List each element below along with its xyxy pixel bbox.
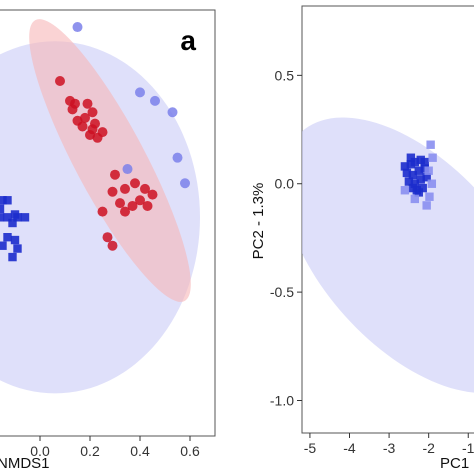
confidence-ellipse	[29, 19, 191, 302]
data-point-circle	[120, 206, 130, 217]
x-tick-label: -5	[304, 440, 317, 456]
data-point-square	[410, 157, 420, 167]
data-point-circle	[135, 87, 145, 98]
panel-b-y-axis-label: PC2 - 1.3%	[250, 183, 267, 260]
data-point-square	[3, 196, 12, 205]
data-point-square	[428, 153, 437, 162]
x-tick-label: -2	[422, 440, 435, 456]
data-point-circle	[180, 178, 190, 189]
data-point-circle	[115, 198, 125, 209]
panel-a-points	[0, 22, 190, 262]
panel-b-y-ticks: 0.5 0.0 -0.5 -1.0	[270, 67, 302, 408]
panel-a-nmds: 0.20.00.20.40.6 a NMDS1	[0, 9, 216, 472]
data-point-square	[8, 252, 17, 262]
data-point-square	[422, 173, 431, 182]
data-point-square	[426, 140, 435, 149]
panel-b-x-ticks: -5 -4 -3 -2 -1	[304, 433, 474, 456]
data-point-circle	[122, 164, 133, 175]
panel-b-points	[400, 140, 437, 210]
data-point-circle	[67, 104, 78, 115]
x-tick-label: 0.2	[80, 443, 100, 459]
data-point-square	[13, 213, 22, 222]
data-point-square	[422, 201, 431, 210]
y-tick-label: 0.0	[275, 176, 295, 192]
data-point-square	[400, 162, 410, 171]
data-point-square	[402, 168, 412, 178]
data-point-circle	[82, 98, 93, 109]
data-point-square	[0, 213, 5, 222]
data-point-square	[410, 194, 420, 204]
data-point-square	[416, 175, 425, 184]
data-point-circle	[167, 107, 178, 118]
data-point-square	[418, 183, 427, 193]
x-tick-label: 0.6	[180, 443, 200, 459]
data-point-square	[427, 179, 437, 188]
confidence-ellipse	[302, 117, 474, 394]
data-point-circle	[92, 132, 103, 143]
data-point-circle	[142, 200, 153, 211]
x-tick-label: -3	[383, 440, 396, 456]
data-point-circle	[150, 95, 160, 106]
data-point-circle	[97, 206, 108, 217]
x-tick-label: 0.4	[130, 443, 150, 459]
x-tick-label: -1	[462, 440, 474, 456]
data-point-square	[410, 179, 420, 188]
x-tick-label: -4	[343, 440, 356, 456]
data-point-square	[3, 233, 12, 242]
data-point-circle	[55, 76, 65, 86]
data-point-square	[406, 153, 416, 162]
confidence-ellipse	[0, 41, 200, 394]
data-point-circle	[107, 186, 118, 197]
data-point-square	[424, 166, 433, 175]
data-point-circle	[147, 189, 158, 200]
data-point-square	[414, 166, 423, 175]
data-point-circle	[130, 178, 140, 189]
data-point-square	[0, 241, 7, 250]
y-tick-label: 0.5	[275, 67, 295, 83]
data-point-circle	[107, 240, 118, 251]
y-tick-label: -0.5	[270, 284, 294, 300]
data-point-circle	[102, 232, 113, 243]
data-point-square	[13, 244, 22, 253]
data-point-circle	[85, 129, 95, 140]
data-point-square	[404, 177, 414, 186]
data-point-square	[408, 170, 418, 180]
data-point-circle	[127, 200, 138, 211]
panel-b-pca: -5 -4 -3 -2 -1 0.5 0.0 -0.5 -1.0 PC1 PC2 - 1.3%	[250, 5, 474, 472]
x-tick-label: 0.0	[30, 443, 50, 459]
data-point-square	[3, 213, 12, 222]
data-point-square	[20, 213, 30, 222]
data-point-circle	[120, 183, 130, 194]
panel-b-ellipses	[302, 117, 474, 394]
panel-a-x-axis-label: NMDS1	[0, 455, 50, 472]
data-point-square	[425, 192, 434, 201]
panel-b-x-axis-label: PC1	[440, 455, 469, 472]
data-point-square	[400, 186, 410, 195]
data-point-circle	[172, 152, 183, 163]
data-point-square	[8, 218, 17, 228]
data-point-circle	[140, 183, 150, 194]
data-point-circle	[87, 107, 98, 118]
data-point-circle	[77, 121, 88, 132]
y-tick-label: -1.0	[270, 392, 294, 408]
panel-a-x-ticks: 0.20.00.20.40.6	[30, 436, 200, 459]
data-point-square	[420, 157, 429, 167]
panel-a-label: a	[180, 25, 196, 56]
data-point-circle	[110, 169, 120, 180]
data-point-square	[414, 188, 423, 197]
data-point-circle	[72, 22, 83, 33]
data-point-square	[10, 235, 20, 245]
data-point-circle	[80, 112, 90, 123]
data-point-circle	[135, 195, 145, 206]
panel-a-ellipses	[0, 19, 200, 394]
data-point-square	[0, 204, 5, 213]
